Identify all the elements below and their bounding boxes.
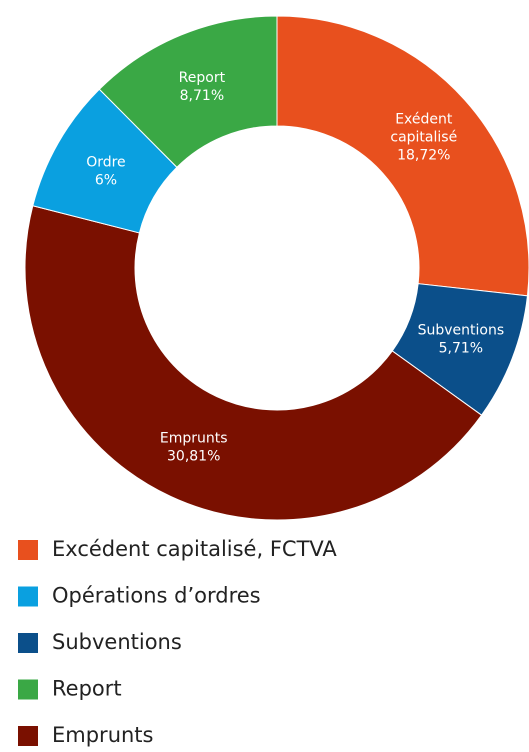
- legend-text: Opérations d’ordres: [52, 584, 261, 608]
- legend-text: Excédent capitalisé, FCTVA: [52, 537, 337, 561]
- slice-label-line: Report: [179, 70, 226, 86]
- slice-value-label: 8,71%: [180, 88, 224, 104]
- legend-swatch: [18, 540, 38, 560]
- slice-label: Ordre 6%: [86, 154, 125, 188]
- slice-label: Exédent capitalisé 18,72%: [390, 112, 457, 164]
- slice-label-line: Emprunts: [160, 431, 228, 447]
- slice-value-label: 5,71%: [439, 341, 483, 357]
- legend-swatch: [18, 726, 38, 746]
- slice: [98, 15, 278, 168]
- slice-label-line: Subventions: [418, 323, 505, 339]
- slice-label-line: Ordre: [86, 154, 125, 170]
- legend-text: Subventions: [52, 630, 182, 654]
- slice-label: Subventions 5,71%: [418, 323, 505, 357]
- legend-swatch: [18, 633, 38, 653]
- slice-label-line: capitalisé: [390, 130, 457, 146]
- legend-text: Report: [52, 677, 122, 701]
- slice: [24, 205, 483, 521]
- slice-value-label: 30,81%: [167, 449, 220, 465]
- legend-swatch: [18, 586, 38, 607]
- slice-value-label: 18,72%: [397, 148, 450, 164]
- legend-text: Emprunts: [52, 723, 153, 747]
- slice-value-label: 6%: [95, 172, 117, 188]
- slice-label: Emprunts 30,81%: [160, 431, 228, 465]
- slice-label: Report 8,71%: [179, 70, 226, 104]
- legend-swatch: [18, 679, 38, 700]
- slice-label-line: Exédent: [395, 112, 453, 128]
